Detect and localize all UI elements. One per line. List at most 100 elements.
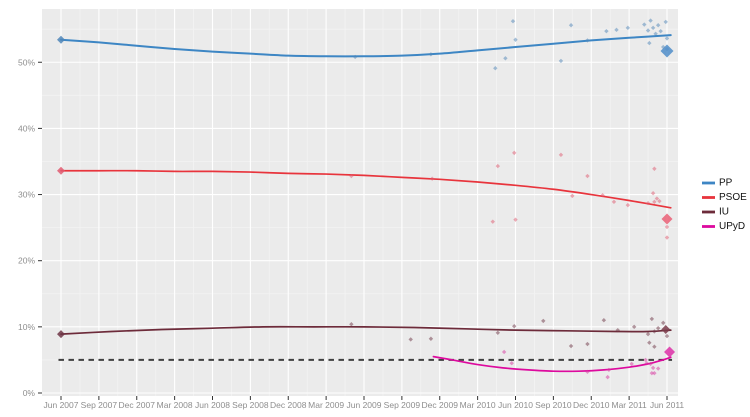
iu-poll-point [652,329,657,334]
x-tick-label: Jun 2007 [44,400,79,410]
x-tick-label: Dec 2009 [422,400,459,410]
iu-poll-point [512,323,517,329]
pp-poll-point [428,52,434,57]
psoe-start-point [57,166,65,175]
pp-poll-point [642,22,647,27]
legend-label-iu: IU [719,207,729,218]
legend-label-pp: PP [719,178,733,189]
iu-trend-line [60,325,672,335]
pp-poll-point [648,18,653,23]
psoe-poll-point [558,152,564,158]
pp-poll-point [650,25,656,31]
upyd-poll-point [585,369,590,375]
iu-poll-point [541,318,546,324]
upyd-poll-point [644,361,649,366]
psoe-poll-point [611,199,617,205]
x-tick-label: Jun 2010 [498,400,533,410]
pp-poll-point [558,58,564,64]
psoe-poll-point [664,224,670,230]
pp-poll-point [614,27,619,33]
upyd-poll-point [649,370,655,376]
pp-poll-point [510,19,516,24]
psoe-trend-line [60,169,672,209]
psoe-poll-point [645,200,651,206]
iu-latest-point [661,324,671,334]
pp-poll-point [664,36,670,41]
x-tick-label: Sep 2009 [384,400,421,410]
psoe-poll-point [512,150,517,156]
iu-poll-point [645,331,651,337]
psoe-poll-point [349,173,354,179]
psoe-poll-point [429,176,435,181]
x-tick-label: Sep 2010 [535,400,572,410]
y-tick-label: 20% [18,256,35,266]
pp-poll-point [658,28,663,34]
upyd-poll-point [655,366,661,371]
upyd-poll-point [501,349,507,355]
psoe-poll-point [654,196,660,201]
psoe-poll-point [513,217,518,222]
pp-poll-point [653,31,658,37]
y-tick-label: 40% [18,123,35,133]
psoe-poll-point [652,199,657,205]
psoe-poll-point [585,173,590,179]
pp-poll-point [647,40,652,46]
psoe-latest-point [661,213,673,225]
pp-poll-point [513,37,518,42]
x-tick-label: Jun 2009 [347,400,382,410]
iu-poll-point [652,344,657,349]
upyd-poll-point [643,357,648,363]
iu-poll-point [408,337,413,342]
iu-poll-point [349,322,354,327]
pp-poll-point [352,54,358,60]
pp-start-point [57,35,65,44]
psoe-poll-point [495,163,501,169]
legend-label-psoe: PSOE [719,192,747,203]
iu-poll-point [647,340,652,345]
upyd-poll-point [605,374,610,380]
psoe-poll-point [664,235,670,240]
iu-start-point [57,330,65,339]
pp-poll-point [655,23,661,28]
plot-panel [42,9,678,396]
x-tick-label: Dec 2007 [119,400,156,410]
upyd-poll-point [509,361,514,366]
psoe-poll-point [650,191,656,196]
upyd-poll-point [648,361,653,367]
pp-poll-point [663,19,668,25]
x-tick-label: Jun 2011 [650,400,685,410]
upyd-poll-point [650,365,656,371]
psoe-poll-point [570,193,575,199]
pp-poll-point [585,38,590,43]
iu-poll-point [631,324,637,330]
psoe-poll-point [652,166,657,171]
x-tick-label: Jun 2008 [195,400,230,410]
y-tick-label: 0% [23,388,36,398]
pp-poll-point [568,23,574,28]
pp-poll-point [503,56,508,61]
pp-poll-point [493,66,498,71]
x-tick-label: Mar 2008 [157,400,193,410]
upyd-latest-point [664,346,676,358]
psoe-poll-point [490,219,495,224]
y-tick-label: 30% [18,190,35,200]
pp-latest-point [660,44,674,58]
upyd-poll-point [606,367,612,373]
x-tick-label: Sep 2008 [232,400,269,410]
upyd-poll-point [629,361,634,367]
legend-label-upyd: UPyD [719,221,745,232]
x-tick-label: Dec 2010 [573,400,610,410]
x-tick-label: Mar 2010 [460,400,496,410]
pp-poll-point [604,28,609,34]
iu-poll-point [568,343,574,349]
iu-poll-point [585,341,590,347]
iu-poll-point [655,325,661,331]
pp-poll-point [625,25,631,31]
x-tick-label: Mar 2009 [308,400,344,410]
iu-poll-point [661,320,666,326]
y-tick-label: 10% [18,322,35,332]
iu-poll-point [649,316,655,322]
iu-poll-point [601,318,607,323]
